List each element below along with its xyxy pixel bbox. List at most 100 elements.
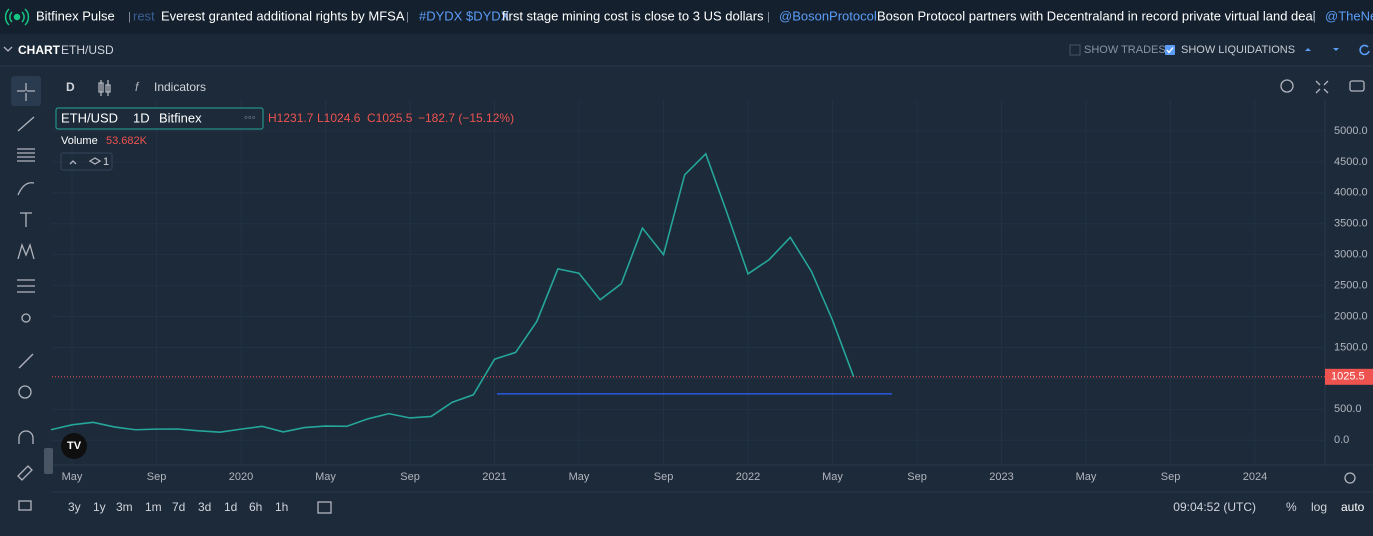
x-tick-label: Sep: [907, 471, 927, 483]
prediction-tool[interactable]: [17, 279, 35, 293]
y-tick-label: 4500.0: [1334, 156, 1368, 168]
log-button[interactable]: log: [1311, 500, 1327, 514]
header-symbol: ETH/USD: [61, 43, 114, 57]
layers-icon: [88, 157, 102, 165]
pattern-tool[interactable]: [17, 242, 35, 260]
text-tool[interactable]: [20, 212, 32, 227]
ticker-text[interactable]: Boson Protocol partners with Decentralan…: [877, 8, 1316, 23]
y-tick-label: 500.0: [1334, 403, 1362, 415]
brush-tool[interactable]: [17, 182, 35, 196]
range-button[interactable]: 1y: [93, 500, 106, 514]
ticker-text[interactable]: first stage mining cost is close to 3 US…: [502, 8, 764, 23]
y-tick-label: 2500.0: [1334, 279, 1368, 291]
range-button[interactable]: 6h: [249, 500, 262, 514]
ticker-text[interactable]: Everest granted additional rights by MFS…: [161, 8, 405, 23]
x-tick-label: May: [569, 471, 590, 483]
range-button[interactable]: 3m: [116, 500, 133, 514]
collapse-arrow[interactable]: [69, 160, 77, 165]
separator: |: [406, 11, 409, 23]
separator: |: [767, 11, 770, 23]
x-tick-label: Sep: [1161, 471, 1181, 483]
chart-type-button[interactable]: [98, 80, 111, 96]
legend-close: C1025.5: [367, 111, 413, 125]
header-title: CHART: [18, 43, 61, 57]
legend-high: H1231.7: [268, 111, 314, 125]
icon-tool[interactable]: [21, 313, 31, 323]
trendline-tool[interactable]: [17, 116, 35, 132]
screenshot-button[interactable]: [1349, 80, 1365, 92]
y-tick-label: 4000.0: [1334, 187, 1368, 199]
date-range-button[interactable]: [317, 501, 332, 514]
refresh-button[interactable]: [1359, 44, 1370, 56]
x-tick-label: 2022: [736, 471, 760, 483]
y-tick-label: 5000.0: [1334, 125, 1368, 137]
fib-tool[interactable]: [17, 148, 35, 162]
plot-background: [52, 100, 1325, 465]
checkbox-checked[interactable]: [1165, 45, 1175, 55]
y-tick-label: 3000.0: [1334, 249, 1368, 261]
pulse-icon: [4, 8, 30, 26]
x-tick-label: Sep: [400, 471, 420, 483]
tv-logo[interactable]: [61, 433, 87, 459]
ticker-tag[interactable]: #DYDX $DYDX: [419, 8, 510, 23]
x-tick-label: 2021: [482, 471, 506, 483]
range-button[interactable]: 3d: [198, 500, 211, 514]
range-button[interactable]: 3y: [68, 500, 81, 514]
range-button[interactable]: 7d: [172, 500, 185, 514]
interval-button[interactable]: D: [66, 80, 75, 94]
show-trades[interactable]: SHOW TRADES: [1084, 44, 1166, 56]
x-tick-label: Sep: [147, 471, 167, 483]
ticker-bar: [0, 0, 1373, 34]
down-button[interactable]: [1333, 48, 1339, 51]
x-tick-label: May: [62, 471, 83, 483]
legend-change: −182.7 (−15.12%): [418, 111, 514, 125]
zoom-tool[interactable]: [18, 385, 32, 399]
axis-settings[interactable]: [1344, 472, 1356, 484]
clock: 09:04:52 (UTC): [1173, 500, 1256, 514]
settings-button[interactable]: [1280, 79, 1294, 93]
symbol-box[interactable]: [55, 107, 264, 130]
x-tick-label: May: [315, 471, 336, 483]
legend-more[interactable]: ◦◦◦: [244, 112, 256, 124]
collapse-icon[interactable]: [3, 46, 13, 52]
ruler-tool[interactable]: [18, 353, 34, 369]
sidebar-toggle[interactable]: [44, 448, 53, 474]
last-price-label: 1025.5: [1331, 371, 1365, 383]
y-tick-label: 2000.0: [1334, 310, 1368, 322]
ticker-tag[interactable]: rest: [133, 8, 155, 23]
x-tick-label: 2023: [989, 471, 1013, 483]
layers-count: 1: [103, 156, 109, 168]
checkbox[interactable]: [1069, 44, 1081, 56]
y-tick-label: 0.0: [1334, 434, 1349, 446]
ticker-tag[interactable]: @TheNe: [1325, 8, 1373, 23]
crosshair-tool[interactable]: [17, 83, 35, 101]
lock-draw-tool[interactable]: [17, 465, 33, 481]
up-button[interactable]: [1305, 48, 1311, 51]
range-button[interactable]: 1h: [275, 500, 288, 514]
volume-label: Volume: [61, 135, 98, 147]
tv-logo-text: TV: [67, 440, 82, 452]
x-tick-label: May: [822, 471, 843, 483]
magnet-tool[interactable]: [18, 430, 34, 444]
last-price-tag: [1325, 368, 1373, 385]
volume-value: 53.682K: [106, 135, 148, 147]
ticker-title[interactable]: Bitfinex Pulse: [36, 8, 115, 23]
y-tick-label: 1500.0: [1334, 341, 1368, 353]
x-tick-label: May: [1076, 471, 1097, 483]
fullscreen-button[interactable]: [1315, 80, 1329, 94]
range-button[interactable]: 1d: [224, 500, 237, 514]
lock-tool[interactable]: [18, 500, 32, 511]
range-buttons: 3y 1y 3m 1m 7d 3d 1d 6h 1h: [68, 500, 288, 514]
range-button[interactable]: 1m: [145, 500, 162, 514]
fx-icon[interactable]: f: [135, 80, 140, 94]
auto-button[interactable]: auto: [1341, 500, 1365, 514]
separator: |: [1313, 11, 1316, 23]
indicators-button[interactable]: Indicators: [154, 80, 206, 94]
legend-interval: 1D: [133, 110, 150, 125]
percent-button[interactable]: %: [1286, 500, 1297, 514]
ticker-tag[interactable]: @BosonProtocol: [779, 8, 877, 23]
separator: |: [128, 11, 131, 23]
layers-box[interactable]: [60, 152, 113, 171]
show-liquidations[interactable]: SHOW LIQUIDATIONS: [1181, 44, 1295, 56]
